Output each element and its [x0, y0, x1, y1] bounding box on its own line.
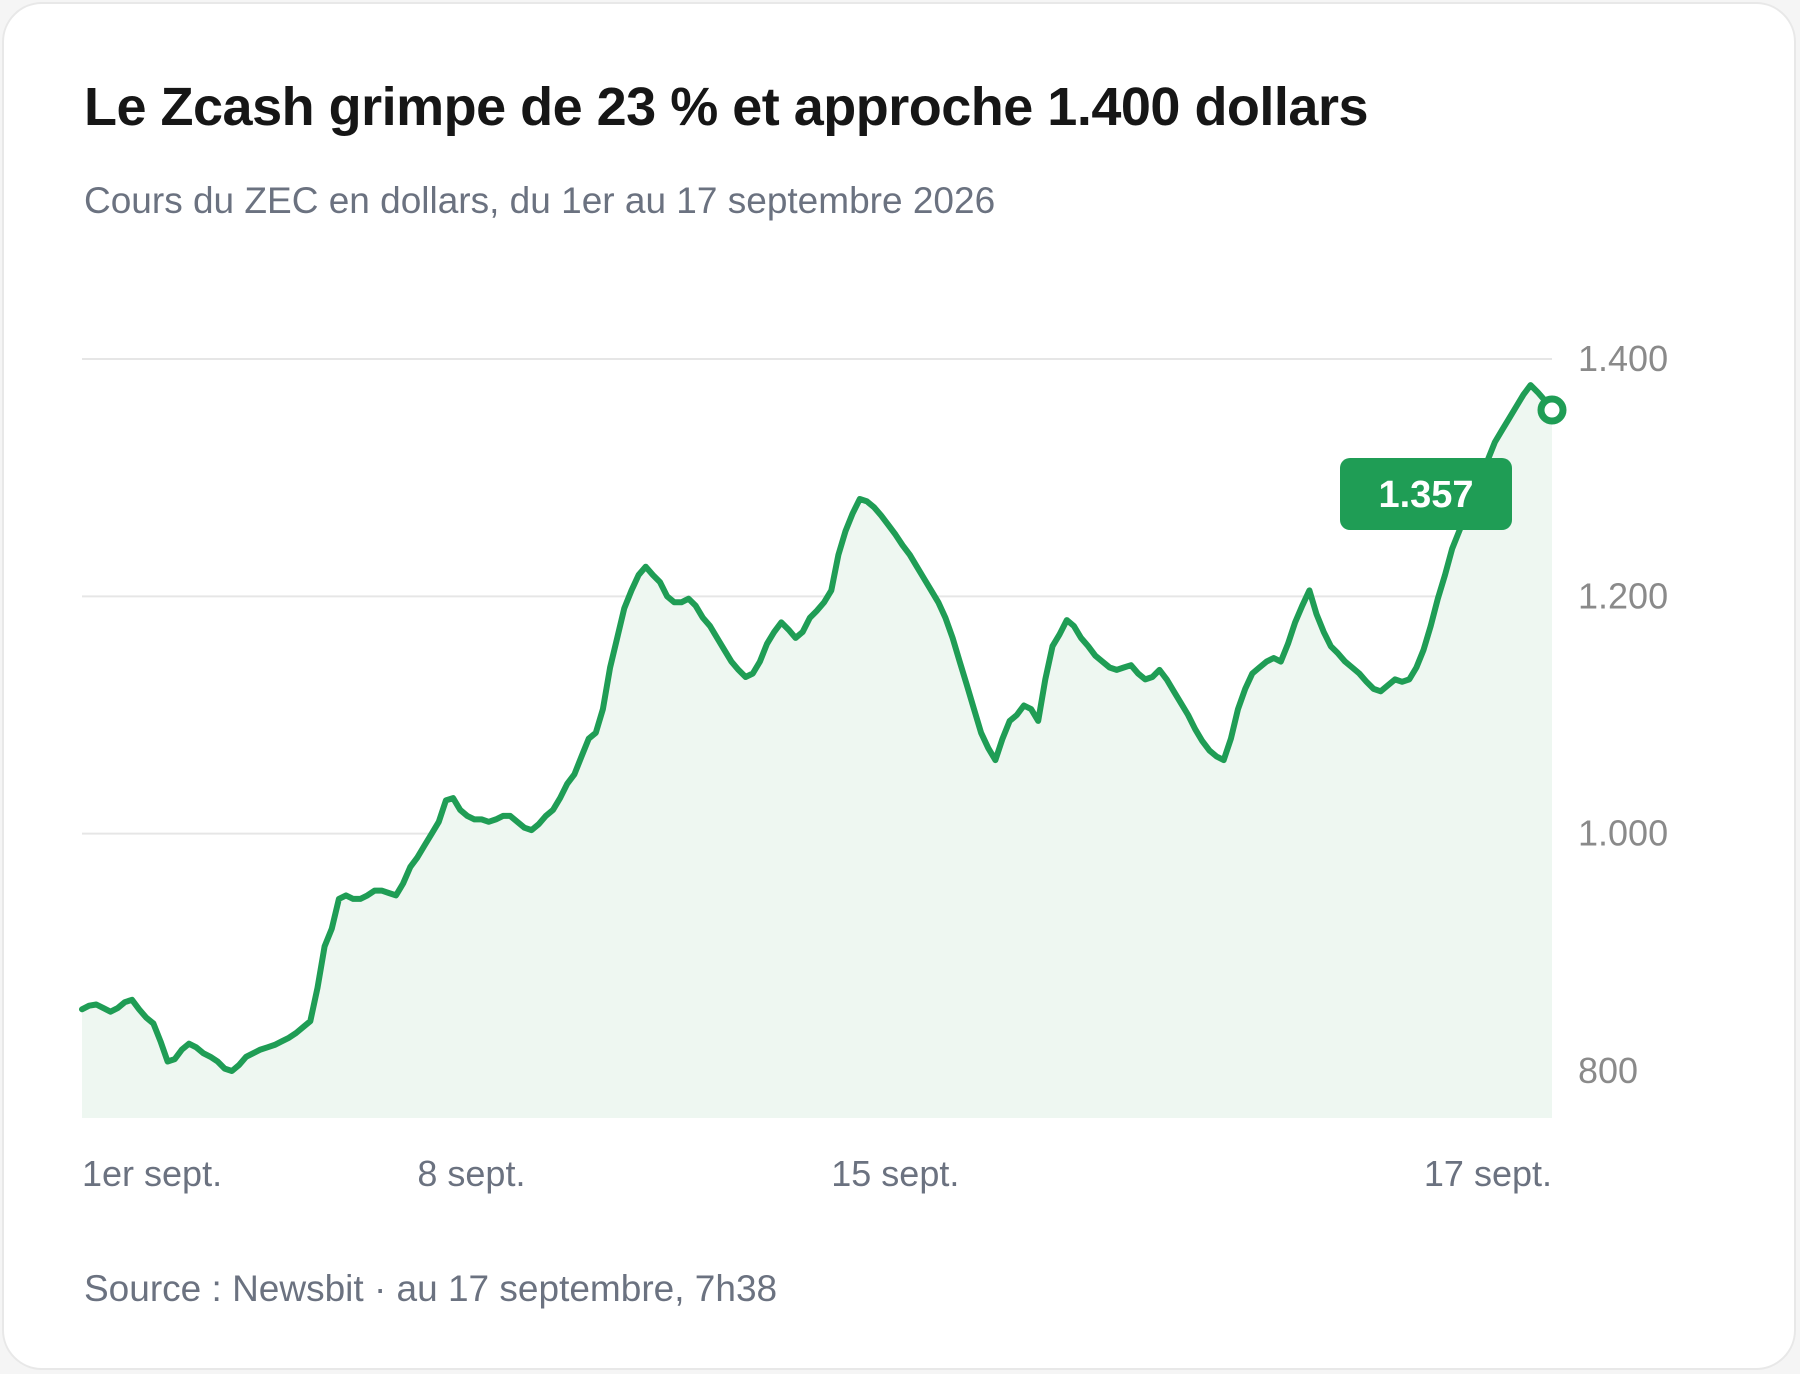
- x-tick-label: 1er sept.: [82, 1153, 222, 1194]
- source-note: Source : Newsbit · au 17 septembre, 7h38: [84, 1268, 778, 1309]
- y-axis-ticks: 800 1.000 1.200 1.400: [1578, 338, 1668, 1091]
- y-tick-label: 1.000: [1578, 813, 1668, 854]
- x-tick-label: 8 sept.: [417, 1153, 525, 1194]
- last-value-label: 1.357: [1378, 474, 1473, 516]
- x-tick-label: 15 sept.: [831, 1153, 959, 1194]
- x-tick-label: 17 sept.: [1424, 1153, 1552, 1194]
- price-line: [79, 382, 1555, 1074]
- last-point-marker: [1537, 395, 1567, 425]
- last-value-badge-bg: [1340, 458, 1512, 530]
- price-area: [82, 385, 1552, 1119]
- x-axis-ticks: 1er sept. 8 sept. 15 sept. 17 sept.: [82, 1153, 1552, 1194]
- y-tick-label: 1.400: [1578, 338, 1668, 379]
- y-tick-label: 800: [1578, 1050, 1638, 1091]
- last-value-badge: 1.357: [1340, 458, 1512, 530]
- y-tick-label: 1.200: [1578, 575, 1668, 616]
- page-title: Le Zcash grimpe de 23 % et approche 1.40…: [84, 77, 1369, 137]
- chart-subtitle: Cours du ZEC en dollars, du 1er au 17 se…: [84, 180, 996, 221]
